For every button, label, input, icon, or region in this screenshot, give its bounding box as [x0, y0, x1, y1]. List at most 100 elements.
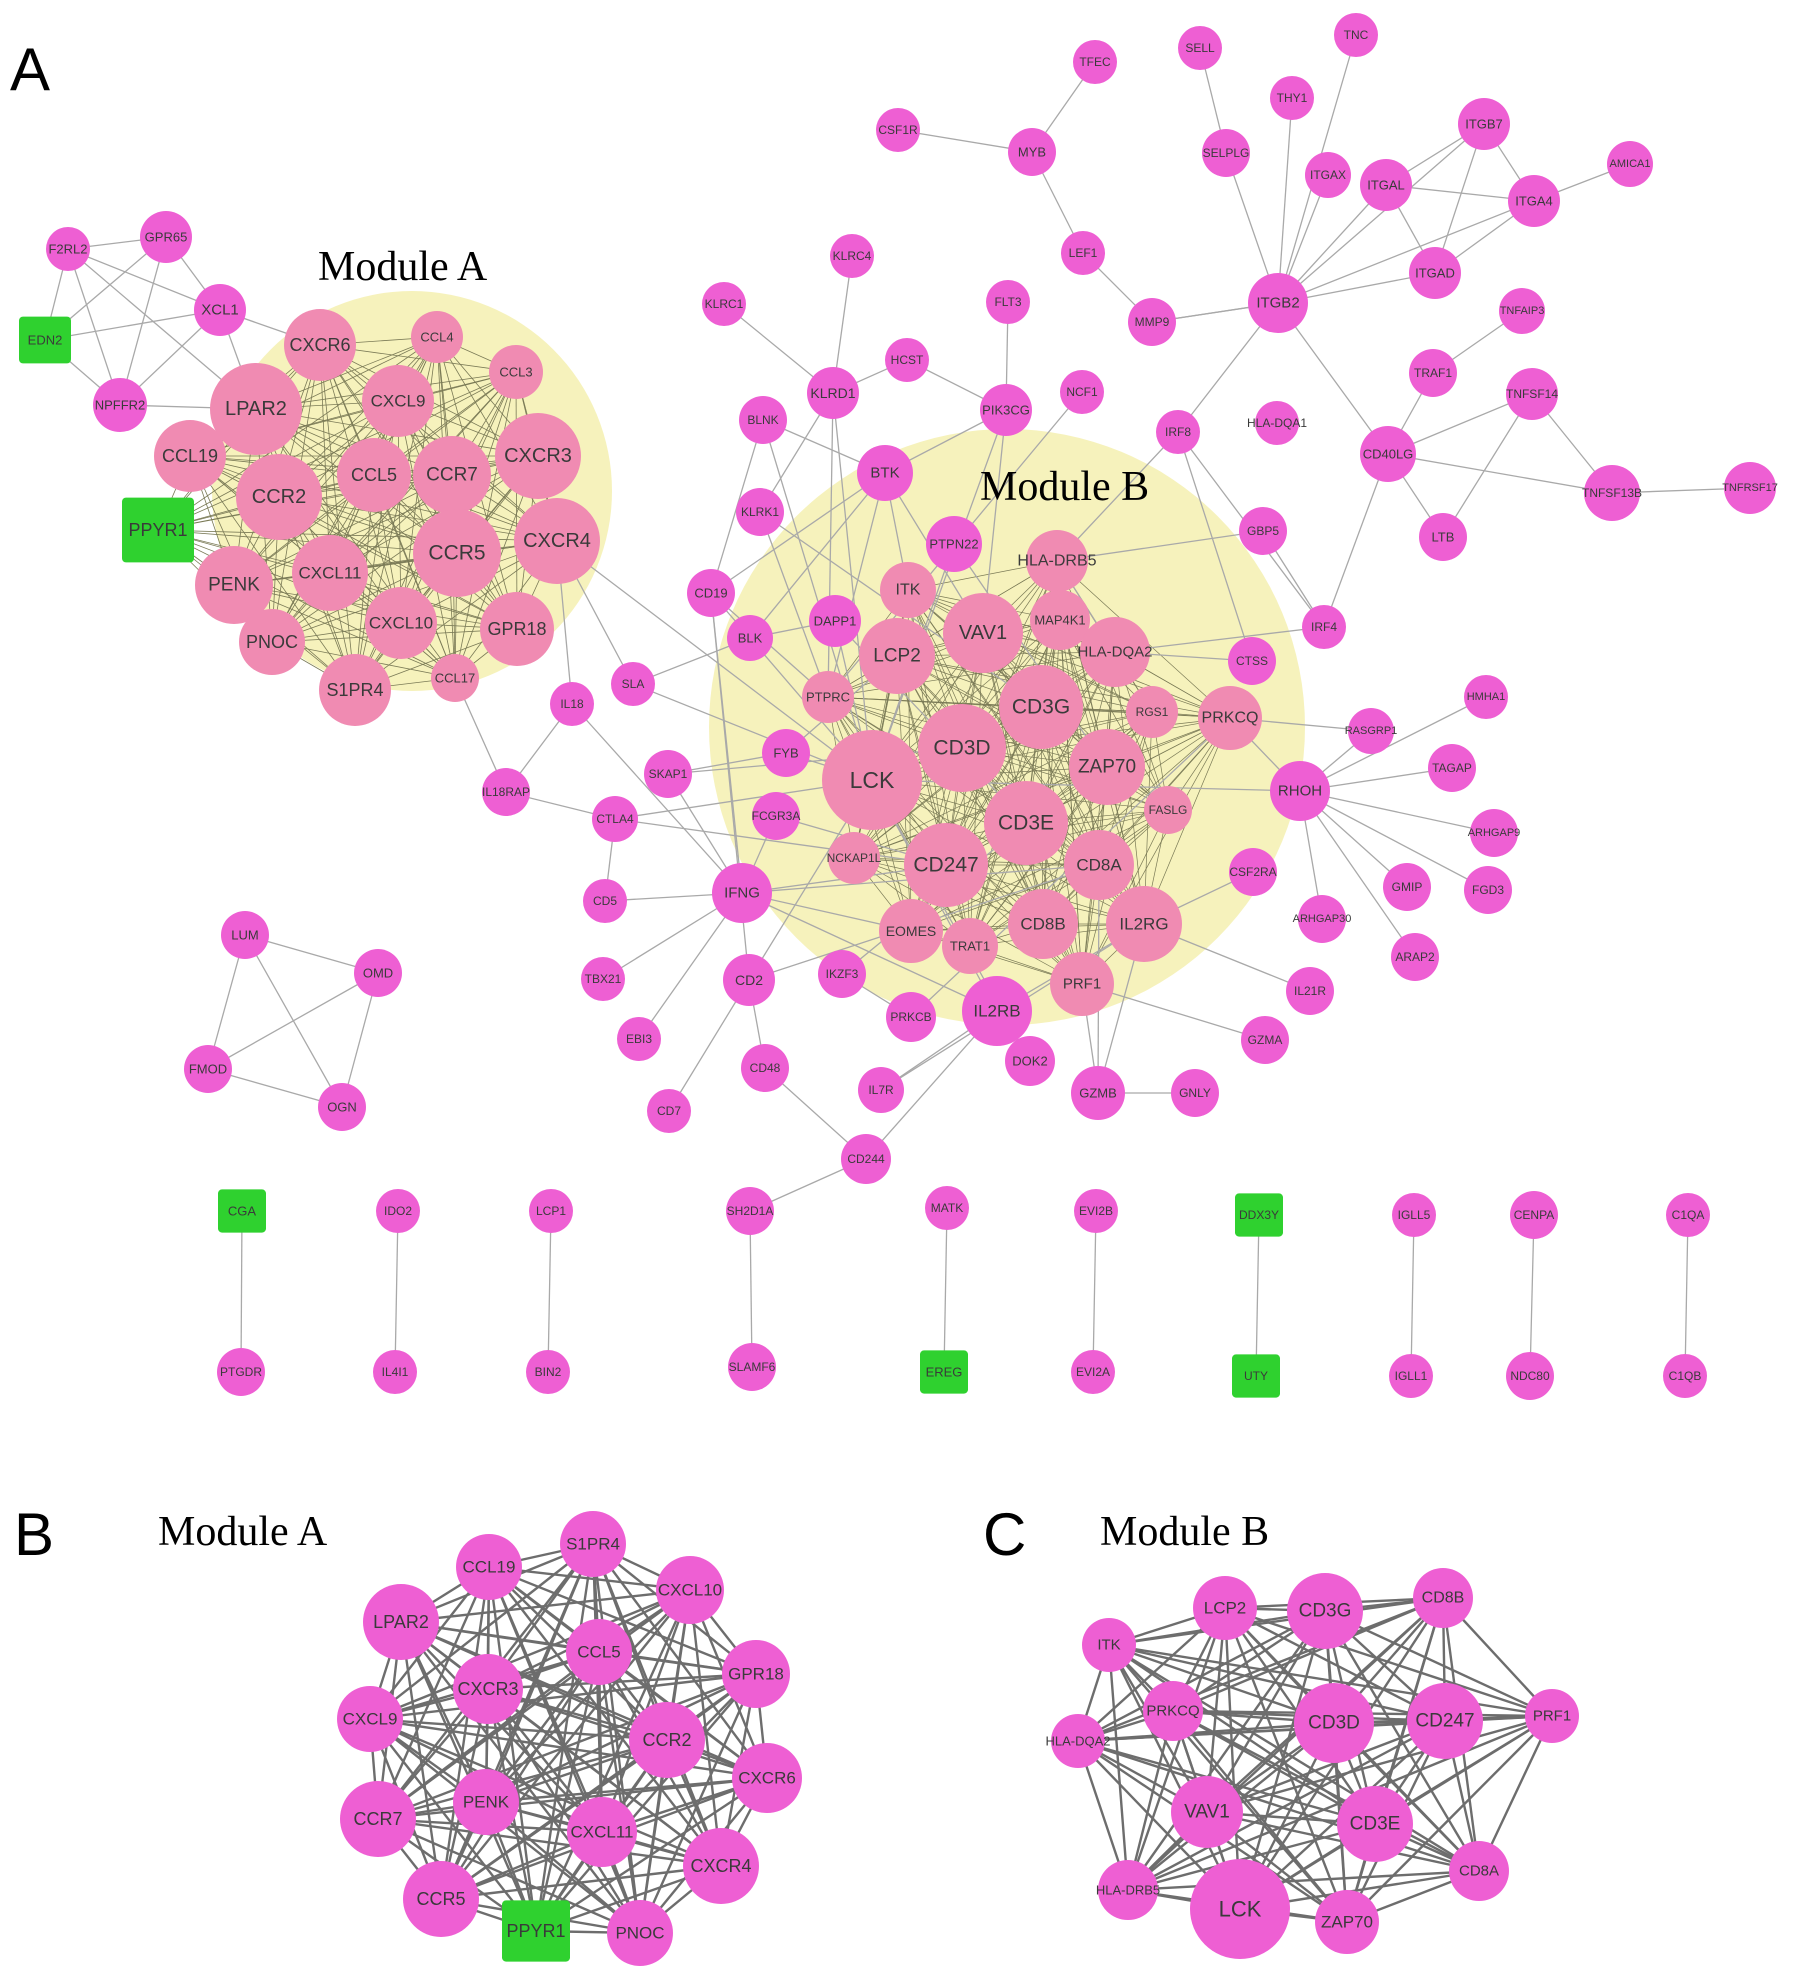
node-label: IL2RG [1119, 915, 1168, 934]
node-circle [1666, 1193, 1710, 1237]
edge [1387, 453, 1613, 494]
panel-b-node-s1pr4: S1PR4 [560, 1511, 626, 1577]
edge [67, 248, 221, 311]
node-label: ARAP2 [1395, 950, 1435, 964]
panel-a-node-ccl4: CCL4 [411, 311, 463, 363]
panel-a-node-irf8: IRF8 [1156, 410, 1200, 454]
node-label: LUM [231, 928, 258, 943]
node-label: LCP2 [1204, 1599, 1247, 1618]
node-label: IDO2 [384, 1204, 412, 1218]
node-circle [1074, 1189, 1118, 1233]
panel-a-node-cxcr6: CXCR6 [284, 309, 356, 381]
panel-a-node-pnoc: PNOC [239, 609, 305, 675]
node-circle [752, 792, 800, 840]
panel-a-node-cxcl11: CXCL11 [292, 535, 368, 611]
node-label: LTB [1432, 530, 1455, 545]
panel-a-node-il4i1: IL4I1 [373, 1350, 417, 1394]
panel-a-node-f2rl2: F2RL2 [46, 227, 90, 271]
node-label: CD3E [998, 812, 1054, 835]
panel-a-node-arap2: ARAP2 [1391, 933, 1439, 981]
panel-c-node-cd3e: CD3E [1337, 1786, 1413, 1862]
node-label: CCL4 [420, 330, 453, 345]
panel-c-node-cd3d: CD3D [1294, 1683, 1374, 1763]
node-label: TAGAP [1432, 761, 1472, 775]
edge [485, 1801, 641, 1934]
node-circle [828, 832, 880, 884]
node-circle [727, 615, 773, 661]
panel-a-node-cenpa: CENPA [1510, 1191, 1558, 1239]
node-circle [1126, 686, 1178, 738]
edge [485, 1672, 757, 1804]
node-label: CXCL10 [369, 614, 433, 633]
node-label: NCKAP1L [827, 851, 882, 865]
panel-b-node-cxcr6: CXCR6 [732, 1743, 802, 1813]
node-circle [140, 211, 192, 263]
node-circle [340, 1781, 416, 1857]
node-label: CXCR3 [457, 1679, 518, 1699]
panel-a-node-gnly: GNLY [1171, 1069, 1219, 1117]
panel-a-node-traf1: TRAF1 [1409, 349, 1457, 397]
node-circle [413, 509, 501, 597]
node-label: NDC80 [1510, 1369, 1550, 1383]
panel-b-node-gpr18: GPR18 [722, 1640, 790, 1708]
node-label: CSF2RA [1229, 865, 1276, 879]
node-circle [880, 562, 936, 618]
panel-a-node-ido2: IDO2 [376, 1189, 420, 1233]
panel-a-node-il18: IL18 [550, 682, 594, 726]
edge [1224, 1606, 1446, 1723]
panel-a-node-lef1: LEF1 [1061, 231, 1105, 275]
node-circle [284, 309, 356, 381]
node-circle [683, 1828, 759, 1904]
panel-a-node-cd3g: CD3G [999, 665, 1083, 749]
node-label: CCL3 [499, 365, 532, 380]
node-label: SH2D1A [727, 1204, 774, 1218]
panel-a-node-npffr2: NPFFR2 [93, 378, 147, 432]
panel-b-node-ccr5: CCR5 [403, 1861, 479, 1937]
edge [1177, 431, 1253, 662]
node-label: FCGR3A [752, 809, 801, 823]
node-circle [918, 704, 1006, 792]
node-label: DAPP1 [814, 614, 857, 629]
node-label: PIK3CG [982, 403, 1030, 418]
edge [67, 248, 121, 406]
node-circle [337, 1686, 403, 1752]
node-label: TNFAIP3 [1500, 305, 1545, 317]
edge [1042, 717, 1231, 925]
node-circle [1171, 1776, 1243, 1848]
panel-c-node-cd247: CD247 [1407, 1683, 1483, 1759]
node-circle [807, 367, 859, 419]
node-label: MMP9 [1135, 315, 1170, 329]
panel-a-node-sh2d1a: SH2D1A [726, 1187, 774, 1235]
panel-c-node-cd8b: CD8B [1413, 1568, 1473, 1628]
node-circle [1391, 933, 1439, 981]
panel-a-node-ifng: IFNG [712, 863, 772, 923]
node-circle [962, 976, 1032, 1046]
node-circle [879, 899, 943, 963]
node-label: IL21R [1294, 984, 1326, 998]
node-circle [1305, 152, 1351, 198]
panel-a-node-gzmb: GZMB [1071, 1066, 1125, 1120]
node-label: ITGAX [1310, 168, 1346, 182]
node-label: CD5 [593, 894, 617, 908]
edge [369, 1543, 594, 1720]
node-circle [456, 1534, 522, 1600]
node-circle [984, 781, 1068, 865]
node-circle [1287, 1573, 1363, 1649]
panel-b-node-cxcl10: CXCL10 [656, 1556, 724, 1624]
panel-a-node-uty: UTY [1232, 1354, 1280, 1398]
node-circle [876, 108, 920, 152]
node-label: CCL5 [351, 465, 397, 485]
edge [377, 1817, 722, 1868]
node-label: CCL17 [435, 671, 475, 686]
node-label: TNFRSF17 [1722, 482, 1778, 494]
panel-a-node-irf4: IRF4 [1302, 605, 1346, 649]
node-circle [363, 1584, 439, 1660]
node-label: CXCR4 [690, 1856, 751, 1876]
node-label: HCST [891, 353, 924, 367]
node-label: CGA [228, 1204, 257, 1219]
panel-a-node-ppyr1: PPYR1 [122, 497, 194, 563]
node-circle [1202, 129, 1250, 177]
panel-a-node-ltb: LTB [1419, 513, 1467, 561]
node-label: GNLY [1179, 1086, 1211, 1100]
node-circle [354, 949, 402, 997]
